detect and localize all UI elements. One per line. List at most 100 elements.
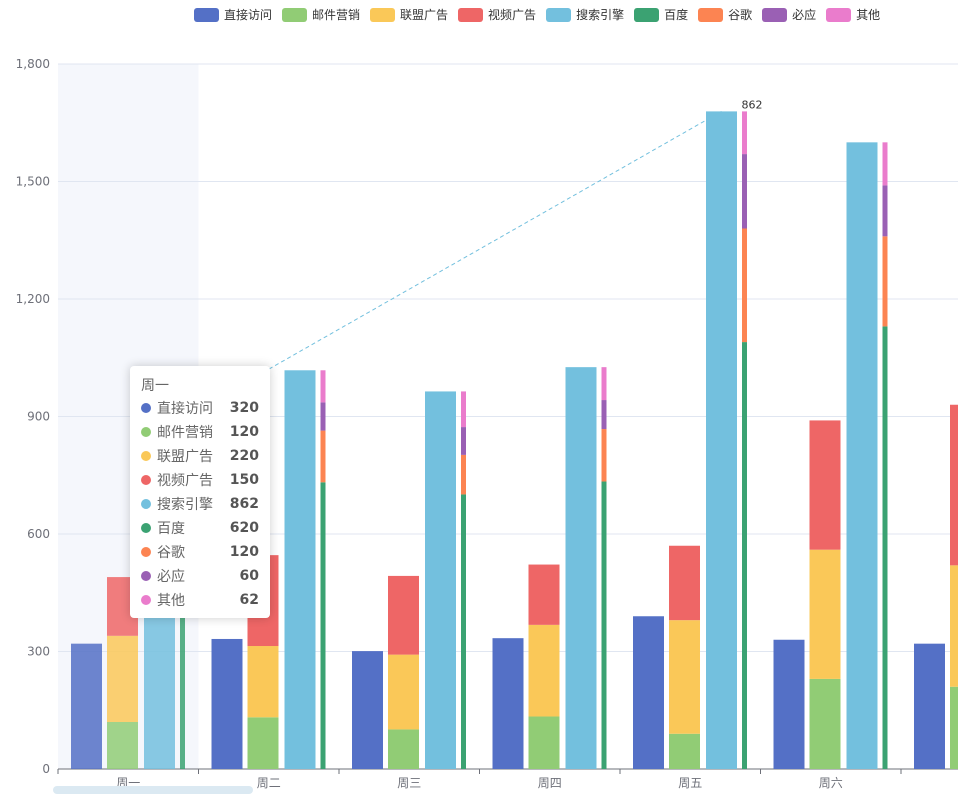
tooltip-row: 谷歌 120 — [141, 540, 259, 564]
bar-ad-6 — [950, 686, 958, 769]
tooltip-value: 220 — [229, 448, 259, 464]
legend-item[interactable]: 必应 — [762, 6, 816, 23]
bar-engine-4 — [742, 342, 747, 769]
tooltip-name: 必应 — [157, 569, 185, 585]
tooltip-row: 必应 60 — [141, 564, 259, 588]
bar-engine-4 — [742, 228, 747, 343]
bar-direct-0 — [71, 643, 102, 769]
y-tick-label: 1,800 — [16, 57, 50, 71]
legend-item[interactable]: 视频广告 — [458, 6, 536, 23]
chart-legend: 直接访问 邮件营销 联盟广告 视频广告 搜索引擎 百度 谷歌 必应 其他 — [194, 6, 890, 23]
bar-search-5 — [846, 142, 878, 770]
tooltip-title: 周一 — [141, 378, 169, 394]
tooltip-dot — [141, 547, 151, 557]
bar-ad-4 — [669, 620, 700, 734]
tooltip-row: 直接访问 320 — [141, 396, 259, 420]
bar-direct-4 — [633, 616, 664, 769]
tooltip-dot — [141, 571, 151, 581]
x-tick-label: 周二 — [257, 776, 281, 790]
legend-item[interactable]: 联盟广告 — [370, 6, 448, 23]
legend-label: 其他 — [856, 8, 881, 22]
bar-engine-1 — [320, 370, 326, 403]
legend-label: 搜索引擎 — [576, 8, 625, 22]
tooltip-dot — [141, 499, 151, 509]
legend-item[interactable]: 直接访问 — [194, 6, 272, 23]
tooltip-row: 视频广告 150 — [141, 468, 259, 492]
x-tick-label: 周四 — [538, 776, 562, 790]
bar-ad-1 — [247, 717, 279, 769]
bar-direct-1 — [211, 638, 243, 769]
bar-engine-5 — [882, 185, 888, 237]
legend-item[interactable]: 邮件营销 — [282, 6, 360, 23]
legend-label: 直接访问 — [224, 8, 273, 22]
bar-ad-2 — [388, 654, 419, 730]
bar-engine-1 — [320, 482, 326, 769]
legend-label: 邮件营销 — [312, 8, 361, 22]
bar-engine-2 — [461, 494, 466, 769]
bar-engine-2 — [461, 454, 466, 495]
tooltip-dot — [141, 595, 151, 605]
legend-swatch — [698, 7, 724, 22]
bar-engine-5 — [882, 326, 888, 769]
legend-swatch — [762, 7, 788, 22]
bar-ad-3 — [528, 716, 560, 769]
tooltip-value: 62 — [239, 592, 259, 608]
y-tick-label: 300 — [27, 645, 50, 659]
bar-ad-5 — [809, 678, 841, 769]
legend-swatch — [546, 7, 572, 22]
bar-ad-6 — [950, 404, 958, 566]
legend-swatch — [826, 7, 852, 22]
legend-label: 联盟广告 — [400, 8, 449, 22]
tooltip-dot — [141, 475, 151, 485]
tooltip-value: 150 — [229, 472, 259, 488]
bar-ad-6 — [950, 565, 958, 687]
bar-engine-3 — [601, 481, 607, 769]
bar-ad-0 — [107, 722, 138, 769]
bar-ad-3 — [528, 624, 560, 717]
tooltip-name: 邮件营销 — [157, 425, 213, 441]
tooltip-name: 视频广告 — [157, 473, 213, 489]
bar-engine-1 — [320, 430, 326, 483]
tooltip-name: 直接访问 — [157, 401, 213, 417]
tooltip-dot — [141, 451, 151, 461]
tooltip-dot — [141, 523, 151, 533]
legend-swatch — [282, 7, 308, 22]
x-tick-label: 周六 — [819, 776, 843, 790]
tooltip-name: 其他 — [157, 593, 185, 609]
bar-search-2 — [425, 391, 456, 769]
y-tick-label: 1,500 — [16, 175, 50, 189]
tooltip-name: 谷歌 — [157, 545, 185, 561]
bar-search-3 — [565, 367, 597, 769]
bar-ad-5 — [809, 549, 841, 679]
tooltip-dot — [141, 403, 151, 413]
legend-item[interactable]: 搜索引擎 — [546, 6, 624, 23]
bar-engine-5 — [882, 236, 888, 327]
tooltip-row: 联盟广告 220 — [141, 444, 259, 468]
y-tick-label: 1,200 — [16, 292, 50, 306]
legend-swatch — [194, 7, 219, 22]
tooltip-name: 百度 — [157, 521, 185, 537]
legend-item[interactable]: 谷歌 — [698, 6, 752, 23]
tooltip-value: 60 — [239, 568, 259, 584]
legend-item[interactable]: 其他 — [826, 6, 880, 23]
bar-engine-5 — [882, 142, 888, 186]
legend-item[interactable]: 百度 — [634, 6, 688, 23]
y-tick-label: 0 — [42, 762, 50, 776]
tooltip-row: 搜索引擎 862 — [141, 492, 259, 516]
x-tick-label: 周五 — [678, 776, 702, 790]
tooltip-name: 联盟广告 — [157, 449, 213, 465]
tooltip-value: 620 — [229, 520, 259, 536]
bar-ad-2 — [388, 575, 419, 655]
tooltip-value: 120 — [229, 544, 259, 560]
bar-engine-2 — [461, 427, 466, 455]
bar-engine-0 — [180, 526, 185, 769]
bar-ad-3 — [528, 564, 560, 625]
legend-label: 视频广告 — [488, 8, 537, 22]
bar-ad-4 — [669, 545, 700, 621]
hover-strip — [53, 786, 253, 794]
bar-direct-5 — [773, 639, 805, 769]
legend-swatch — [634, 7, 660, 22]
bar-ad-5 — [809, 420, 841, 550]
x-tick-label: 周三 — [397, 776, 421, 790]
bar-engine-2 — [461, 391, 466, 428]
